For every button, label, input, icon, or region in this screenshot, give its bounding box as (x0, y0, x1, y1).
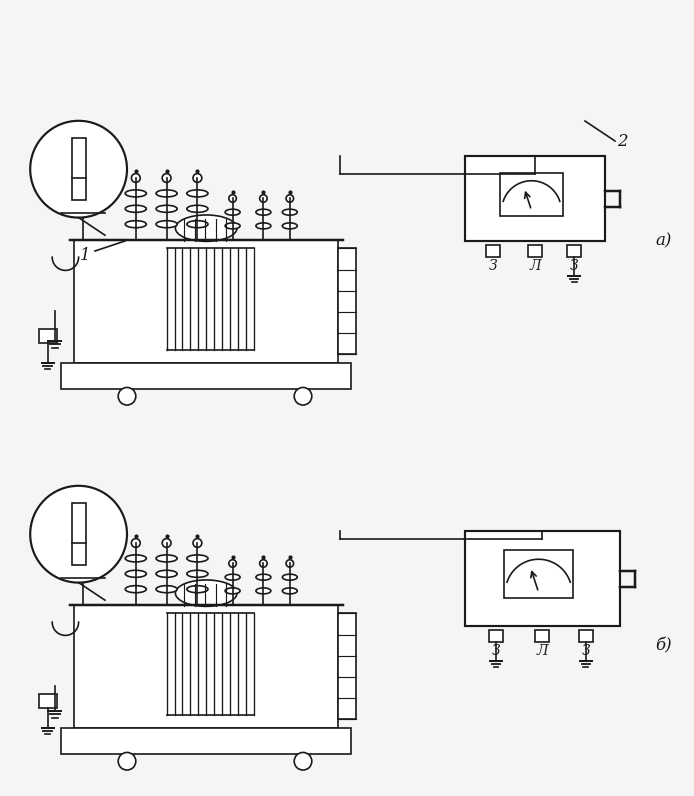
Text: Л: Л (530, 259, 541, 273)
Bar (504, 550, 573, 598)
Circle shape (286, 560, 294, 568)
Circle shape (118, 388, 136, 405)
Bar (489, 630, 503, 642)
Bar (338, 614, 356, 719)
Ellipse shape (187, 205, 208, 213)
Ellipse shape (282, 209, 297, 215)
Bar (465, 531, 620, 626)
Ellipse shape (156, 220, 177, 228)
Bar (61, 728, 351, 754)
Bar (567, 245, 581, 257)
Ellipse shape (176, 580, 237, 607)
Circle shape (260, 560, 267, 568)
Ellipse shape (125, 555, 146, 562)
Circle shape (118, 752, 136, 770)
Ellipse shape (187, 570, 208, 577)
Text: З: З (570, 259, 579, 273)
Ellipse shape (125, 586, 146, 593)
Circle shape (294, 388, 312, 405)
Text: б): б) (655, 638, 672, 654)
Bar (486, 245, 500, 257)
Ellipse shape (187, 190, 208, 197)
Circle shape (260, 195, 267, 202)
Bar (338, 248, 356, 354)
Ellipse shape (125, 570, 146, 577)
Bar (39, 330, 57, 343)
Bar (579, 630, 593, 642)
Bar (74, 240, 338, 363)
Ellipse shape (156, 190, 177, 197)
Text: З: З (491, 644, 500, 658)
Bar (39, 694, 57, 708)
Ellipse shape (187, 555, 208, 562)
Ellipse shape (125, 220, 146, 228)
Circle shape (193, 174, 202, 182)
Ellipse shape (176, 215, 237, 241)
Circle shape (31, 121, 127, 217)
Ellipse shape (125, 205, 146, 213)
Bar (71, 503, 85, 565)
Bar (465, 156, 605, 241)
Ellipse shape (282, 223, 297, 229)
Circle shape (193, 539, 202, 548)
Circle shape (162, 174, 171, 182)
Ellipse shape (187, 220, 208, 228)
Ellipse shape (256, 588, 271, 594)
Bar (74, 605, 338, 728)
Ellipse shape (225, 574, 240, 580)
Bar (71, 139, 85, 200)
Circle shape (162, 539, 171, 548)
Ellipse shape (156, 570, 177, 577)
Circle shape (286, 195, 294, 202)
Circle shape (131, 539, 140, 548)
Ellipse shape (225, 209, 240, 215)
Circle shape (294, 752, 312, 770)
Ellipse shape (225, 588, 240, 594)
Ellipse shape (156, 586, 177, 593)
Text: 2: 2 (617, 132, 627, 150)
Bar (536, 630, 550, 642)
Ellipse shape (282, 588, 297, 594)
Circle shape (229, 560, 237, 568)
Text: З: З (489, 259, 498, 273)
Text: 1: 1 (80, 248, 90, 264)
Ellipse shape (256, 209, 271, 215)
Circle shape (131, 174, 140, 182)
Ellipse shape (225, 223, 240, 229)
Ellipse shape (256, 574, 271, 580)
Text: Л: Л (536, 644, 548, 658)
Ellipse shape (156, 555, 177, 562)
Circle shape (229, 195, 237, 202)
Bar (61, 363, 351, 389)
Ellipse shape (156, 205, 177, 213)
Bar (528, 245, 542, 257)
Ellipse shape (256, 223, 271, 229)
Bar (500, 173, 563, 216)
Circle shape (31, 486, 127, 583)
Text: З: З (582, 644, 590, 658)
Ellipse shape (282, 574, 297, 580)
Ellipse shape (125, 190, 146, 197)
Ellipse shape (187, 586, 208, 593)
Text: а): а) (656, 232, 672, 249)
